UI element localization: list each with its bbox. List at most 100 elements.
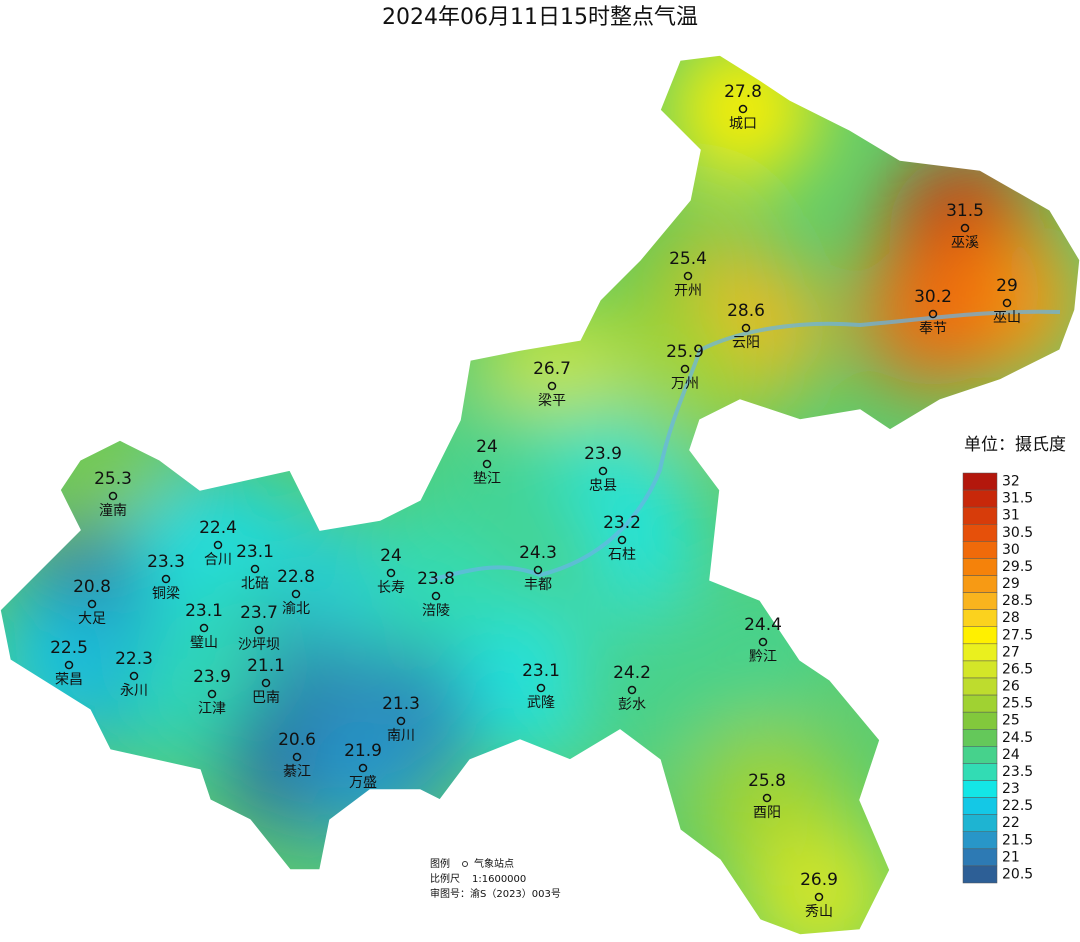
station-marker bbox=[87, 599, 97, 609]
unit-label: 单位：摄氏度 bbox=[964, 435, 1066, 455]
station-marker bbox=[762, 793, 772, 803]
station-value: 25.4 bbox=[669, 249, 707, 269]
legend-label: 31 bbox=[1002, 508, 1020, 524]
legend-label: 26 bbox=[1002, 679, 1020, 695]
station-name: 丰都 bbox=[524, 577, 552, 593]
station-name: 云阳 bbox=[732, 335, 760, 351]
station-value: 24.3 bbox=[519, 543, 557, 563]
station-marker bbox=[627, 685, 637, 695]
outline bbox=[0, 54, 1080, 936]
station-name: 渝北 bbox=[282, 601, 310, 617]
stations: 27.8 城口 31.5 巫溪 25.4 开州 29 巫山 30.2 奉节 28.6 云阳 25.9 万州… bbox=[50, 82, 1021, 920]
station-marker bbox=[129, 671, 139, 681]
station-value: 21.1 bbox=[247, 656, 285, 676]
station-value: 23.8 bbox=[417, 569, 455, 589]
legend-label: 25.5 bbox=[1002, 696, 1033, 712]
station-value: 22.5 bbox=[50, 638, 88, 658]
legend-label: 30.5 bbox=[1002, 525, 1033, 541]
legend-swatch bbox=[962, 711, 998, 730]
station-value: 25.3 bbox=[94, 469, 132, 489]
field-blob bbox=[610, 294, 760, 444]
legend-label: 27.5 bbox=[1002, 627, 1033, 643]
station-marker bbox=[482, 459, 492, 469]
legend-swatch bbox=[962, 506, 998, 525]
field-blob bbox=[557, 615, 707, 765]
station-name: 万盛 bbox=[349, 775, 377, 791]
legend-label: 29.5 bbox=[1002, 559, 1033, 575]
legend-label: 20.5 bbox=[1002, 866, 1033, 882]
legend-label: 30 bbox=[1002, 542, 1020, 558]
legend-swatch bbox=[962, 609, 998, 628]
station-value: 24 bbox=[380, 546, 402, 566]
legend-label: 25 bbox=[1002, 713, 1020, 729]
legend-swatch bbox=[962, 848, 998, 867]
station-name: 合川 bbox=[204, 552, 232, 568]
station-name: 永川 bbox=[120, 683, 148, 699]
legend-label: 23.5 bbox=[1002, 764, 1033, 780]
legend-swatch bbox=[962, 592, 998, 610]
station-marker bbox=[291, 589, 301, 599]
station-marker bbox=[292, 752, 302, 762]
legend-label: 24.5 bbox=[1002, 730, 1033, 746]
station-value: 24.2 bbox=[613, 663, 651, 683]
legend-swatch bbox=[962, 677, 998, 696]
field-blob bbox=[361, 521, 511, 671]
station-value: 23.3 bbox=[147, 552, 185, 572]
legend-label: 28 bbox=[1002, 610, 1020, 626]
note-scale: 1:1600000 bbox=[472, 874, 526, 885]
station-name: 巴南 bbox=[252, 690, 280, 706]
legend-swatch bbox=[962, 694, 998, 713]
legend-label: 31.5 bbox=[1002, 491, 1033, 507]
station-value: 23.1 bbox=[236, 542, 274, 562]
station-value: 20.8 bbox=[73, 577, 111, 597]
station-value: 23.7 bbox=[240, 603, 278, 623]
station-marker bbox=[758, 637, 768, 647]
station-name: 城口 bbox=[729, 116, 757, 132]
station-value: 23.1 bbox=[185, 601, 223, 621]
legend-label: 22.5 bbox=[1002, 798, 1033, 814]
station-name: 南川 bbox=[387, 728, 415, 744]
station-marker bbox=[64, 660, 74, 670]
station-name: 涪陵 bbox=[422, 603, 450, 619]
station-marker bbox=[199, 623, 209, 633]
station-marker bbox=[207, 689, 217, 699]
station-value: 21.9 bbox=[344, 741, 382, 761]
legend-label: 28.5 bbox=[1002, 593, 1033, 609]
station-name: 彭水 bbox=[618, 697, 646, 713]
legend: 3231.53130.53029.52928.52827.52726.52625… bbox=[962, 472, 1033, 884]
legend-swatch bbox=[962, 729, 998, 747]
map-title: 2024年06月11日15时整点气温 bbox=[382, 5, 698, 30]
station-name: 江津 bbox=[198, 701, 226, 717]
station-marker bbox=[1002, 298, 1012, 308]
legend-swatch bbox=[962, 797, 998, 815]
station-name: 铜梁 bbox=[152, 586, 180, 602]
station-name: 北碚 bbox=[241, 576, 269, 592]
note-station-icon bbox=[462, 861, 468, 867]
river bbox=[429, 309, 1061, 582]
legend-label: 23 bbox=[1002, 781, 1020, 797]
station-name: 酉阳 bbox=[753, 805, 781, 821]
station-value: 20.6 bbox=[278, 730, 316, 750]
station-marker bbox=[547, 381, 557, 391]
station-value: 25.9 bbox=[666, 342, 704, 362]
station-value: 24 bbox=[476, 437, 498, 457]
station-name: 石柱 bbox=[608, 547, 636, 563]
field-blob bbox=[668, 55, 818, 184]
station-value: 26.9 bbox=[800, 870, 838, 890]
station-name: 潼南 bbox=[99, 502, 127, 519]
station-marker bbox=[680, 364, 690, 374]
station-value: 22.4 bbox=[199, 518, 237, 538]
station-name: 秀山 bbox=[805, 904, 833, 920]
station-marker bbox=[683, 271, 693, 281]
station-value: 21.3 bbox=[382, 694, 420, 714]
station-marker bbox=[213, 540, 223, 550]
legend-swatch bbox=[962, 541, 998, 559]
station-marker bbox=[738, 104, 748, 114]
station-marker bbox=[928, 309, 938, 319]
station-value: 23.1 bbox=[522, 661, 560, 681]
station-name: 巫山 bbox=[993, 310, 1021, 326]
station-value: 22.8 bbox=[277, 567, 315, 587]
station-name: 垫江 bbox=[473, 471, 501, 487]
station-marker bbox=[533, 565, 543, 575]
